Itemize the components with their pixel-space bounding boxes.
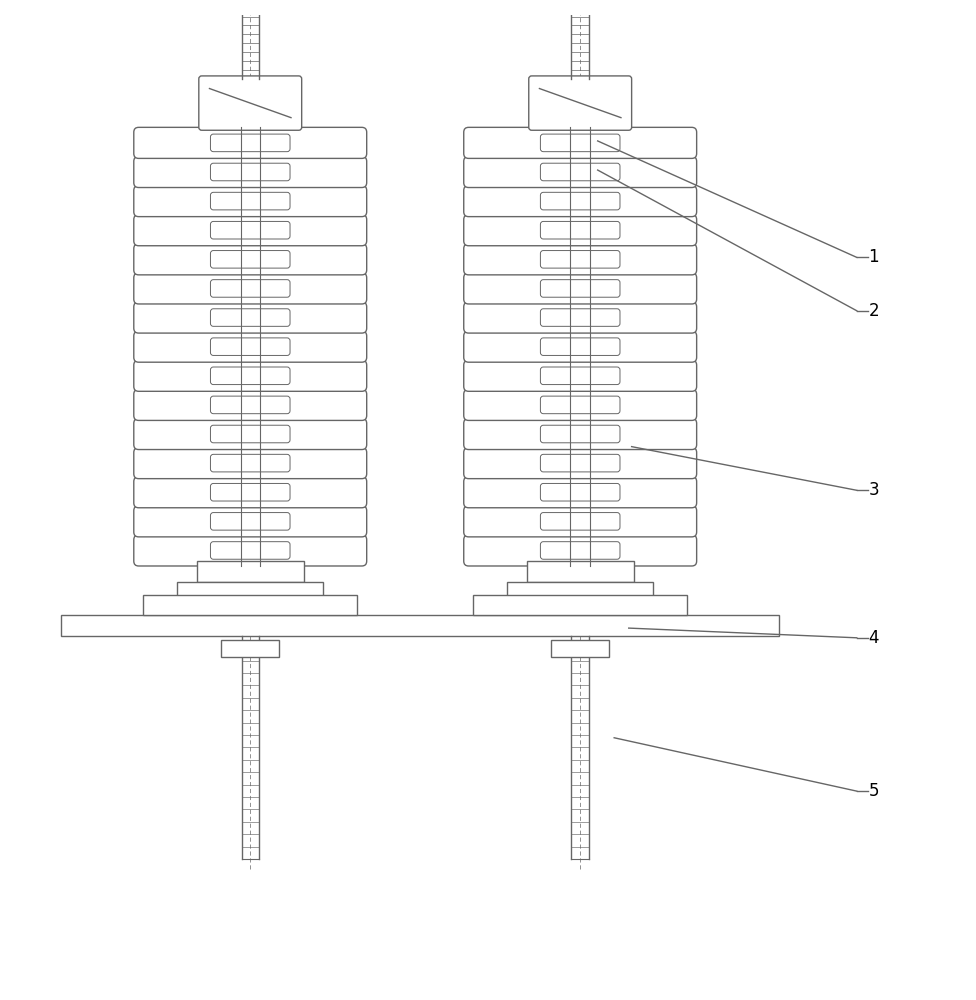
FancyBboxPatch shape xyxy=(464,186,697,217)
FancyBboxPatch shape xyxy=(134,302,367,333)
FancyBboxPatch shape xyxy=(541,134,620,152)
FancyBboxPatch shape xyxy=(464,244,697,275)
FancyBboxPatch shape xyxy=(211,367,290,385)
FancyBboxPatch shape xyxy=(541,454,620,472)
FancyBboxPatch shape xyxy=(134,535,367,566)
Text: 3: 3 xyxy=(869,481,879,499)
FancyBboxPatch shape xyxy=(464,418,697,450)
FancyBboxPatch shape xyxy=(134,273,367,304)
FancyBboxPatch shape xyxy=(541,192,620,210)
FancyBboxPatch shape xyxy=(464,215,697,246)
FancyBboxPatch shape xyxy=(134,477,367,508)
Bar xyxy=(178,582,323,600)
FancyBboxPatch shape xyxy=(134,418,367,450)
FancyBboxPatch shape xyxy=(134,244,367,275)
Text: 4: 4 xyxy=(869,629,879,647)
FancyBboxPatch shape xyxy=(211,163,290,181)
FancyBboxPatch shape xyxy=(134,331,367,362)
Bar xyxy=(473,595,687,615)
FancyBboxPatch shape xyxy=(464,506,697,537)
FancyBboxPatch shape xyxy=(541,542,620,559)
FancyBboxPatch shape xyxy=(541,367,620,385)
FancyBboxPatch shape xyxy=(211,280,290,297)
FancyBboxPatch shape xyxy=(211,542,290,559)
FancyBboxPatch shape xyxy=(211,309,290,326)
FancyBboxPatch shape xyxy=(464,477,697,508)
FancyBboxPatch shape xyxy=(211,134,290,152)
FancyBboxPatch shape xyxy=(541,425,620,443)
FancyBboxPatch shape xyxy=(541,309,620,326)
Bar xyxy=(143,595,357,615)
FancyBboxPatch shape xyxy=(211,338,290,355)
FancyBboxPatch shape xyxy=(134,156,367,188)
FancyBboxPatch shape xyxy=(464,273,697,304)
Bar xyxy=(488,600,672,614)
FancyBboxPatch shape xyxy=(541,396,620,414)
FancyBboxPatch shape xyxy=(134,215,367,246)
FancyBboxPatch shape xyxy=(541,280,620,297)
FancyBboxPatch shape xyxy=(134,186,367,217)
Bar xyxy=(158,600,343,614)
FancyBboxPatch shape xyxy=(211,251,290,268)
FancyBboxPatch shape xyxy=(211,513,290,530)
FancyBboxPatch shape xyxy=(464,535,697,566)
FancyBboxPatch shape xyxy=(211,425,290,443)
FancyBboxPatch shape xyxy=(211,396,290,414)
FancyBboxPatch shape xyxy=(464,331,697,362)
FancyBboxPatch shape xyxy=(464,302,697,333)
Text: 5: 5 xyxy=(869,782,879,800)
Bar xyxy=(551,640,609,657)
FancyBboxPatch shape xyxy=(464,389,697,420)
FancyBboxPatch shape xyxy=(541,338,620,355)
FancyBboxPatch shape xyxy=(464,448,697,479)
FancyBboxPatch shape xyxy=(541,483,620,501)
FancyBboxPatch shape xyxy=(541,513,620,530)
FancyBboxPatch shape xyxy=(464,127,697,158)
Text: 2: 2 xyxy=(869,302,879,320)
FancyBboxPatch shape xyxy=(134,360,367,391)
FancyBboxPatch shape xyxy=(211,221,290,239)
FancyBboxPatch shape xyxy=(541,251,620,268)
FancyBboxPatch shape xyxy=(541,163,620,181)
Text: 1: 1 xyxy=(869,248,879,266)
Bar xyxy=(197,561,304,582)
FancyBboxPatch shape xyxy=(211,454,290,472)
FancyBboxPatch shape xyxy=(134,448,367,479)
FancyBboxPatch shape xyxy=(464,156,697,188)
Bar xyxy=(222,640,279,657)
FancyBboxPatch shape xyxy=(211,483,290,501)
FancyBboxPatch shape xyxy=(464,360,697,391)
FancyBboxPatch shape xyxy=(529,76,631,130)
FancyBboxPatch shape xyxy=(134,506,367,537)
FancyBboxPatch shape xyxy=(134,127,367,158)
Bar xyxy=(508,582,653,600)
FancyBboxPatch shape xyxy=(541,221,620,239)
Bar xyxy=(527,561,633,582)
FancyBboxPatch shape xyxy=(211,192,290,210)
Bar xyxy=(61,615,779,636)
FancyBboxPatch shape xyxy=(199,76,302,130)
FancyBboxPatch shape xyxy=(134,389,367,420)
